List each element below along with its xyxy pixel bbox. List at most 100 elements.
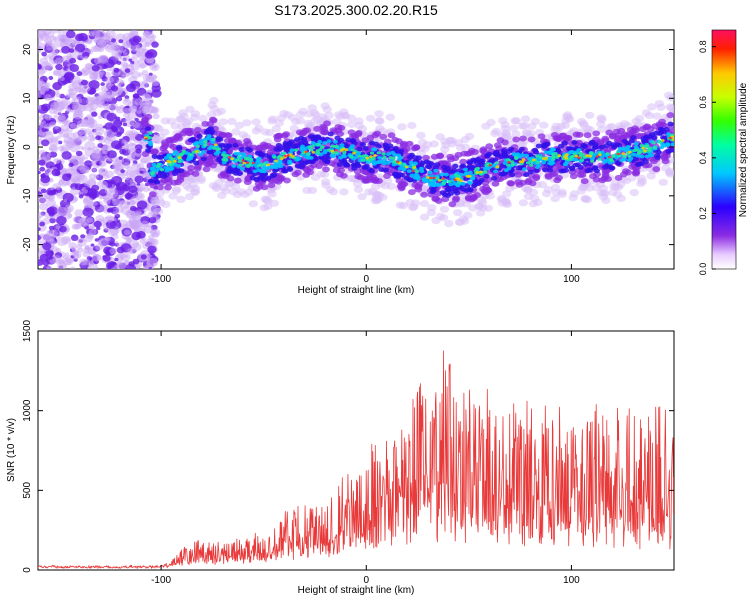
- colorbar-tick-label: 0.0: [698, 263, 708, 276]
- spectrogram-ridge-blob: [420, 145, 430, 153]
- spectrogram-noise-blob: [130, 219, 142, 229]
- spectrogram-ridge-blob: [619, 158, 625, 163]
- spectrogram-ridge-blob: [330, 154, 336, 159]
- snr-ytick-label: 500: [22, 482, 33, 499]
- spectrogram-noise-blob: [122, 122, 128, 127]
- spectrogram-noise-blob: [123, 52, 128, 56]
- spectrogram-ridge-blob: [482, 166, 488, 171]
- spectrogram-ridge-blob: [563, 162, 569, 166]
- spectrogram-ridge-blob: [658, 178, 668, 186]
- spectrogram-ridge-blob: [535, 154, 540, 158]
- spectrogram-ridge-blob: [621, 138, 628, 144]
- spectrogram-ridge-blob: [643, 134, 650, 140]
- spectrogram-ridge-blob: [577, 156, 581, 159]
- spectrogram-ridge-blob: [580, 158, 585, 162]
- spectrogram-ridge-blob: [449, 175, 455, 179]
- spectrogram-noise-blob: [69, 64, 79, 72]
- spectrogram-ridge-blob: [560, 121, 570, 129]
- spectrogram-noise-blob: [92, 253, 102, 262]
- spectrogram-noise-blob: [44, 63, 54, 71]
- spectrogram-ridge-blob: [565, 153, 569, 157]
- spectrogram-ridge-blob: [267, 182, 276, 189]
- spectrogram-ridge-blob: [660, 155, 669, 162]
- spectrogram-noise-blob: [74, 154, 81, 160]
- spectrogram-ridge-blob: [582, 161, 590, 167]
- spectrogram-ridge-blob: [632, 148, 637, 153]
- spectrogram-ridge-blob: [617, 127, 626, 134]
- spectrogram-ridge-blob: [518, 160, 523, 164]
- spectrogram-ridge-blob: [361, 137, 370, 144]
- spectrogram-ridge-blob: [421, 177, 427, 182]
- spectrogram-ridge-blob: [588, 141, 595, 147]
- spectrogram-ridge-blob: [279, 109, 289, 118]
- spectrogram-ridge-blob: [431, 180, 437, 185]
- spectrogram-noise-blob: [46, 265, 53, 269]
- spectrogram-ridge-blob: [632, 152, 637, 157]
- spectrogram-ridge-blob: [183, 117, 194, 125]
- spectrogram-noise-blob: [136, 182, 141, 186]
- spectrogram-ridge-blob: [153, 207, 164, 215]
- spectrogram-noise-blob: [84, 245, 91, 251]
- spectrogram-noise-blob: [80, 234, 86, 239]
- spectrogram-ridge-blob: [216, 157, 223, 163]
- spectrogram-ridge-blob: [453, 209, 463, 217]
- spectrogram-ridge-blob: [173, 159, 177, 163]
- spectrogram-noise-blob: [109, 247, 118, 255]
- spectrogram-noise-blob: [42, 260, 50, 266]
- spectrogram-noise-blob: [88, 173, 97, 180]
- spectrogram-ridge-blob: [200, 150, 206, 154]
- spectrogram-ridge-blob: [542, 167, 549, 173]
- spectrogram-noise-blob: [64, 71, 75, 81]
- spectrogram-noise-blob: [98, 55, 108, 63]
- spectrogram-ridge-blob: [291, 171, 300, 178]
- spectrogram-ridge-blob: [281, 145, 288, 151]
- spectrogram-ridge-blob: [569, 166, 576, 172]
- spectrogram-noise-blob: [128, 129, 138, 138]
- spectrogram-noise-blob: [148, 267, 153, 269]
- spectrogram-ridge-blob: [629, 189, 639, 197]
- spectrogram-noise-blob: [53, 158, 60, 164]
- spectrogram-ridge-blob: [609, 165, 616, 171]
- spectrogram-ridge-blob: [147, 178, 155, 184]
- spectrogram-noise-blob: [62, 254, 69, 260]
- spectrogram-noise-blob: [82, 207, 94, 217]
- spectrogram-ridge-blob: [238, 163, 243, 167]
- spectrogram-ridge-blob: [356, 146, 363, 152]
- spectrogram-noise-blob: [128, 63, 134, 68]
- spectrogram-ridge-blob: [411, 169, 415, 172]
- spectrogram-ridge-blob: [507, 180, 516, 187]
- spectrogram-noise-blob: [55, 185, 61, 190]
- spectrogram-noise-blob: [38, 212, 44, 218]
- spectrogram-noise-blob: [105, 44, 115, 53]
- spectrogram-ridge-blob: [155, 190, 165, 198]
- spectrogram-ridge-blob: [609, 157, 614, 161]
- spectrogram-ridge-blob: [467, 174, 472, 178]
- spectrogram-ridge-blob: [646, 148, 652, 152]
- spectrogram-ridge-blob: [272, 155, 277, 159]
- spectrogram-ridge-blob: [652, 146, 657, 150]
- spectrogram-ridge-blob: [342, 151, 347, 155]
- spectrogram-ridge-blob: [232, 143, 239, 148]
- spectrogram-noise-blob: [104, 91, 111, 97]
- spectrogram-ridge-blob: [460, 143, 471, 151]
- spectrogram-ytick-label: 0: [22, 144, 33, 150]
- spectrogram-ridge-blob: [259, 141, 268, 148]
- spectrogram-ridge-blob: [580, 178, 589, 185]
- spectrogram-ridge-blob: [378, 167, 385, 173]
- spectrogram-ridge-blob: [555, 174, 563, 181]
- spectrogram-ridge-blob: [168, 163, 173, 167]
- spectrogram-noise-blob: [124, 95, 130, 100]
- spectrogram-noise-blob: [82, 69, 87, 73]
- spectrogram-ridge-blob: [391, 171, 399, 177]
- spectrogram-ridge-blob: [196, 133, 203, 139]
- spectrogram-ridge-blob: [379, 133, 388, 140]
- spectrogram-noise-blob: [96, 95, 107, 104]
- spectrogram-ridge-blob: [495, 165, 500, 169]
- spectrogram-ridge-blob: [420, 191, 428, 198]
- spectrogram-ridge-blob: [454, 218, 465, 226]
- spectrogram-ridge-blob: [168, 192, 178, 200]
- spectrogram-noise-blob: [39, 32, 50, 42]
- spectrogram-ridge-blob: [665, 143, 670, 148]
- spectrogram-ridge-blob: [506, 166, 512, 171]
- spectrogram-ridge-blob: [224, 132, 233, 139]
